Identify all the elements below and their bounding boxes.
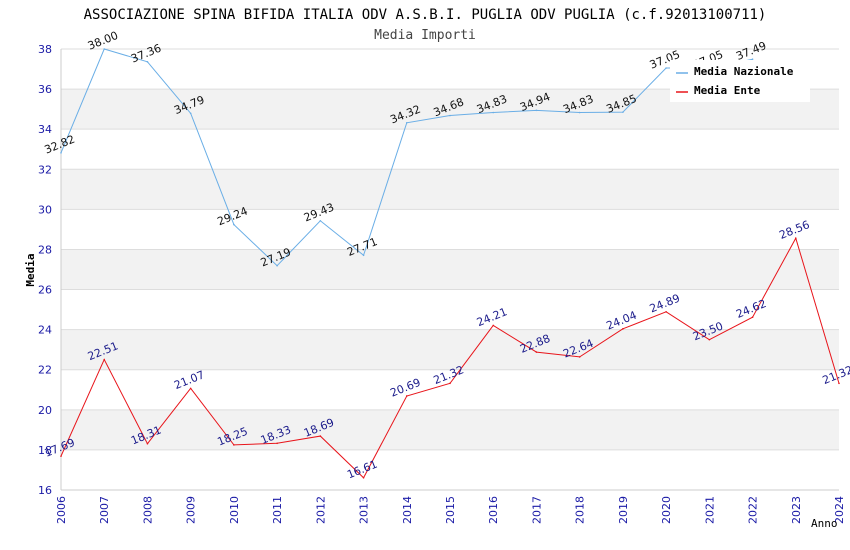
data-point	[189, 387, 192, 390]
y-tick-label: 24	[38, 324, 52, 337]
data-point	[146, 442, 149, 445]
x-tick-label: 2015	[444, 496, 457, 524]
plot-background	[61, 49, 839, 490]
chart-subtitle: Media Importi	[374, 28, 476, 43]
y-tick-label: 28	[38, 243, 52, 256]
data-point	[665, 310, 667, 313]
series-lines	[60, 48, 840, 479]
x-tick-label: 2021	[703, 496, 716, 524]
data-point	[622, 111, 624, 113]
y-tick-label: 38	[38, 43, 52, 56]
y-tick-label: 30	[38, 203, 52, 216]
data-point	[60, 455, 62, 457]
grid-band	[61, 329, 839, 370]
x-tick-label: 2009	[185, 496, 198, 524]
data-point	[60, 152, 62, 154]
y-tick-label: 26	[38, 284, 52, 297]
y-tick-label: 22	[38, 364, 52, 377]
data-point	[189, 112, 192, 115]
grid-band	[61, 409, 839, 450]
data-point	[319, 435, 322, 437]
y-tick-label: 34	[38, 123, 52, 136]
data-point	[276, 264, 278, 267]
grid-lines	[60, 48, 839, 491]
x-tick-label: 2024	[833, 496, 846, 524]
legend-label-media-ente: Media Ente	[694, 84, 761, 97]
data-point	[103, 48, 106, 50]
y-tick-label: 36	[38, 83, 52, 96]
grid-band	[61, 249, 839, 290]
y-axis-label: Media	[24, 253, 37, 286]
x-tick-label: 2020	[660, 496, 673, 524]
x-tick-label: 2006	[55, 496, 68, 524]
data-point	[449, 114, 451, 117]
data-point	[405, 121, 408, 124]
data-point	[535, 109, 538, 112]
grid-band	[61, 369, 839, 410]
x-tick-label: 2023	[790, 496, 803, 524]
legend-box	[670, 60, 810, 102]
y-tick-label: 18	[38, 444, 52, 457]
x-tick-label: 2018	[574, 496, 587, 524]
data-point	[362, 254, 365, 257]
y-tick-label: 16	[38, 484, 52, 497]
x-tick-label: 2007	[98, 496, 111, 524]
data-point	[622, 328, 624, 330]
data-point	[233, 223, 235, 226]
x-tick-label: 2011	[271, 496, 284, 524]
x-tick-label: 2013	[358, 496, 371, 524]
grid-band	[61, 209, 839, 250]
x-tick-label: 2012	[314, 496, 327, 524]
legend: Media Nazionale Media Ente	[670, 60, 810, 102]
chart-title: ASSOCIAZIONE SPINA BIFIDA ITALIA ODV A.S…	[84, 7, 767, 23]
data-point	[492, 324, 495, 327]
y-tick-label: 20	[38, 404, 52, 417]
data-point	[838, 382, 840, 385]
grid-band	[61, 169, 839, 210]
data-point	[276, 442, 278, 445]
legend-label-media-nazionale: Media Nazionale	[694, 65, 794, 78]
x-tick-label: 2010	[228, 496, 241, 524]
x-tick-label: 2017	[530, 496, 543, 524]
data-point	[794, 237, 797, 240]
y-tick-label: 32	[38, 163, 52, 176]
x-tick-label: 2022	[747, 496, 760, 524]
data-point	[449, 382, 451, 385]
x-axis-label: Anno	[811, 517, 838, 530]
x-tick-label: 2014	[401, 496, 414, 524]
data-point	[708, 338, 711, 341]
data-point	[492, 111, 495, 114]
data-point	[535, 351, 538, 353]
data-point	[362, 476, 365, 479]
data-point	[103, 358, 106, 361]
data-point	[751, 58, 754, 61]
data-point	[233, 444, 235, 446]
x-tick-label: 2019	[617, 496, 630, 524]
data-point	[578, 111, 581, 114]
data-point	[665, 67, 667, 69]
y-axis-ticks: 16 18 20 22 24 26 28 30 32 34 36 38	[38, 43, 52, 497]
x-tick-label: 2008	[141, 496, 154, 524]
data-point	[751, 316, 754, 319]
data-point	[405, 395, 408, 397]
x-axis-ticks: 2006 2007 2008 2009 2010 2011 2012 2013 2014 2015…	[55, 496, 846, 524]
data-point	[319, 219, 322, 222]
grid-band	[61, 129, 839, 170]
grid-band	[61, 449, 839, 490]
grid-band	[61, 289, 839, 330]
data-point	[578, 356, 581, 358]
data-point	[146, 61, 149, 63]
x-tick-label: 2016	[487, 496, 500, 524]
